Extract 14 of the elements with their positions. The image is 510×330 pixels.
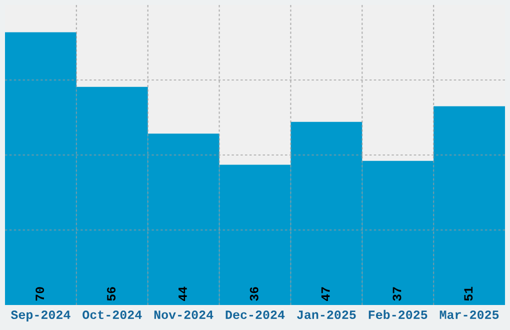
data-label: 36 — [250, 287, 258, 301]
data-label: 37 — [392, 287, 402, 301]
x-tick-label: Nov-2024 — [154, 310, 214, 320]
data-label: 70 — [36, 287, 44, 301]
data-label: 44 — [178, 286, 187, 301]
x-tick-label: Sep-2024 — [10, 310, 70, 322]
data-label: 56 — [107, 287, 116, 301]
data-label: 47 — [321, 287, 330, 301]
x-tick-label: Mar-2025 — [440, 310, 499, 320]
x-tick-label: Jan-2025 — [297, 310, 356, 320]
x-tick-label: Feb-2025 — [368, 310, 428, 320]
x-tick-label: Dec-2024 — [226, 310, 285, 320]
data-label: 51 — [464, 286, 473, 301]
x-tick-label: Oct-2024 — [82, 310, 142, 320]
